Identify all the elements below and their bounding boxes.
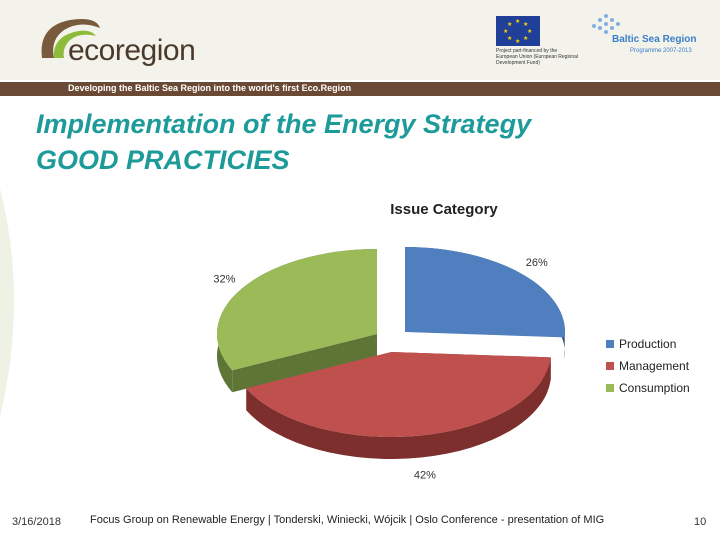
pie-slice-consumption: [216, 249, 377, 371]
footer-date: 3/16/2018: [12, 516, 61, 528]
pie-slice-management: [246, 352, 551, 437]
slide-title: Implementation of the Energy Strategy GO…: [36, 106, 531, 178]
pie-slice-production: [405, 247, 565, 338]
legend-label-management: Management: [619, 359, 690, 373]
logo-text: ecoregion: [68, 34, 196, 67]
ecoregion-logo: ecoregion: [36, 14, 216, 74]
chart-title: Issue Category: [390, 201, 498, 218]
legend-label-production: Production: [619, 337, 676, 351]
pie-slice-side-management: [246, 357, 551, 459]
baltic-title: Baltic Sea Region: [612, 34, 697, 45]
eu-flag-icon: ★ ★ ★ ★ ★ ★ ★ ★: [496, 16, 540, 46]
data-label-management: 42%: [414, 469, 436, 481]
legend-swatch-consumption: [606, 384, 614, 392]
tagline: Developing the Baltic Sea Region into th…: [68, 83, 352, 93]
baltic-subtitle: Programme 2007-2013: [630, 48, 692, 54]
slide-header: ecoregion ★ ★ ★ ★ ★ ★ ★ ★ Project part-finan…: [0, 0, 720, 80]
pie-slice-edge-consumption: [232, 334, 377, 393]
footer-text: Focus Group on Renewable Energy | Tonder…: [90, 514, 605, 526]
data-label-production: 26%: [526, 257, 548, 269]
legend-swatch-production: [606, 340, 614, 348]
legend-swatch-management: [606, 362, 614, 370]
data-label-consumption: 32%: [213, 274, 235, 286]
baltic-dots-icon: [592, 14, 620, 34]
title-line-2: GOOD PRACTICIES: [36, 145, 290, 175]
title-line-1: Implementation of the Energy Strategy: [36, 109, 532, 139]
baltic-logo: Baltic Sea Region Programme 2007-2013: [584, 12, 714, 62]
ecoregion-leaf-icon: [41, 19, 100, 58]
legend-label-consumption: Consumption: [619, 381, 690, 395]
page-number: 10: [694, 516, 707, 528]
eu-caption: Project part-financed by the European Un…: [496, 48, 579, 66]
issue-category-pie-chart: 26% 42% 32% Production Management Consumptio…: [213, 201, 690, 481]
tagline-bar: Developing the Baltic Sea Region into th…: [0, 82, 720, 96]
